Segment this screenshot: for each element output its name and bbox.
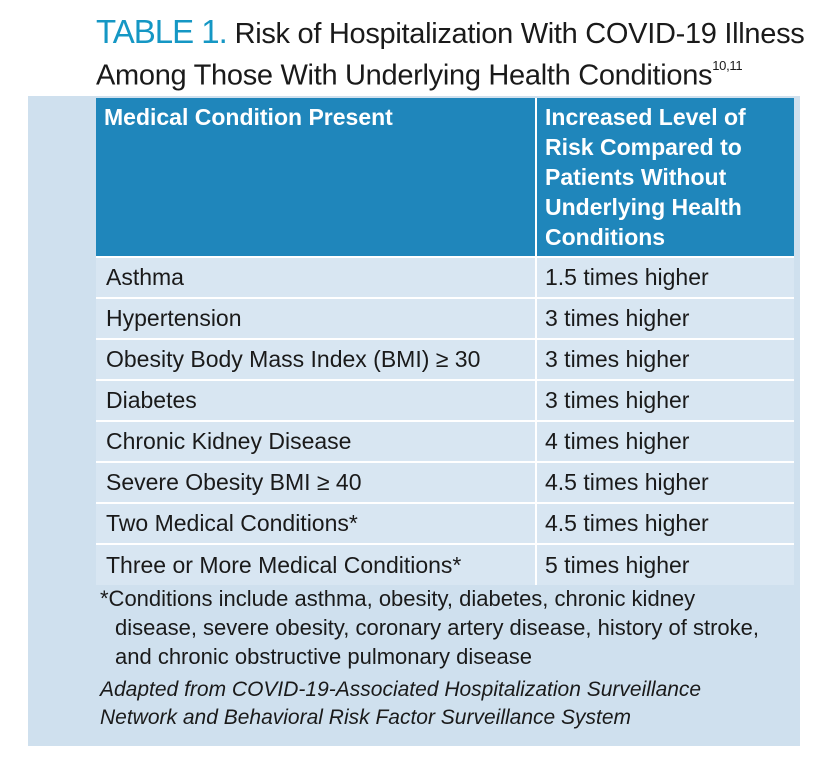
table-row: Asthma 1.5 times higher [96,256,794,298]
condition-cell: Obesity Body Mass Index (BMI) ≥ 30 [96,338,537,380]
condition-cell: Severe Obesity BMI ≥ 40 [96,461,537,503]
risk-cell: 3 times higher [536,297,794,339]
footnote-line-1: *Conditions include asthma, obesity, dia… [100,586,696,611]
condition-cell: Diabetes [96,379,537,421]
risk-cell: 3 times higher [536,338,794,380]
source-line-2: Network and Behavioral Risk Factor Surve… [100,706,632,729]
source-line-1: Adapted from COVID-19-Associated Hospita… [100,678,702,701]
table-row: Diabetes 3 times higher [96,379,794,421]
table-title: TABLE 1. Risk of Hospitalization With CO… [96,14,816,94]
footnote-line-2: disease, severe obesity, coronary artery… [115,615,759,640]
title-citation: 10,11 [712,58,743,73]
condition-cell: Three or More Medical Conditions* [96,543,537,585]
table-row: Obesity Body Mass Index (BMI) ≥ 30 3 tim… [96,338,794,380]
table-row: Severe Obesity BMI ≥ 40 4.5 times higher [96,461,794,503]
title-line-2: Among Those With Underlying Health Condi… [96,52,816,94]
title-text-line-2: Among Those With Underlying Health Condi… [96,59,713,92]
risk-cell: 4.5 times higher [536,461,794,503]
header-risk: Increased Level of Risk Compared to Pati… [536,98,794,257]
risk-cell: 4 times higher [536,420,794,462]
footnote: *Conditions include asthma, obesity, dia… [100,584,790,671]
risk-cell: 5 times higher [536,543,794,585]
table-row: Hypertension 3 times higher [96,297,794,339]
condition-cell: Two Medical Conditions* [96,502,537,544]
condition-cell: Asthma [96,256,537,298]
source-note: Adapted from COVID-19-Associated Hospita… [100,676,790,732]
risk-cell: 3 times higher [536,379,794,421]
condition-cell: Chronic Kidney Disease [96,420,537,462]
table-row: Two Medical Conditions* 4.5 times higher [96,502,794,544]
risk-cell: 1.5 times higher [536,256,794,298]
footnote-line-3: and chronic obstructive pulmonary diseas… [115,644,533,669]
risk-table: Medical Condition Present Increased Leve… [96,98,794,585]
title-line-1: TABLE 1. Risk of Hospitalization With CO… [96,14,816,52]
header-condition: Medical Condition Present [96,98,537,257]
table-row: Chronic Kidney Disease 4 times higher [96,420,794,462]
header-row: Medical Condition Present Increased Leve… [96,98,794,257]
table-row: Three or More Medical Conditions* 5 time… [96,543,794,585]
title-text-line-1: Risk of Hospitalization With COVID-19 Il… [234,18,805,50]
title-label: TABLE 1. [96,13,228,50]
condition-cell: Hypertension [96,297,537,339]
risk-cell: 4.5 times higher [536,502,794,544]
